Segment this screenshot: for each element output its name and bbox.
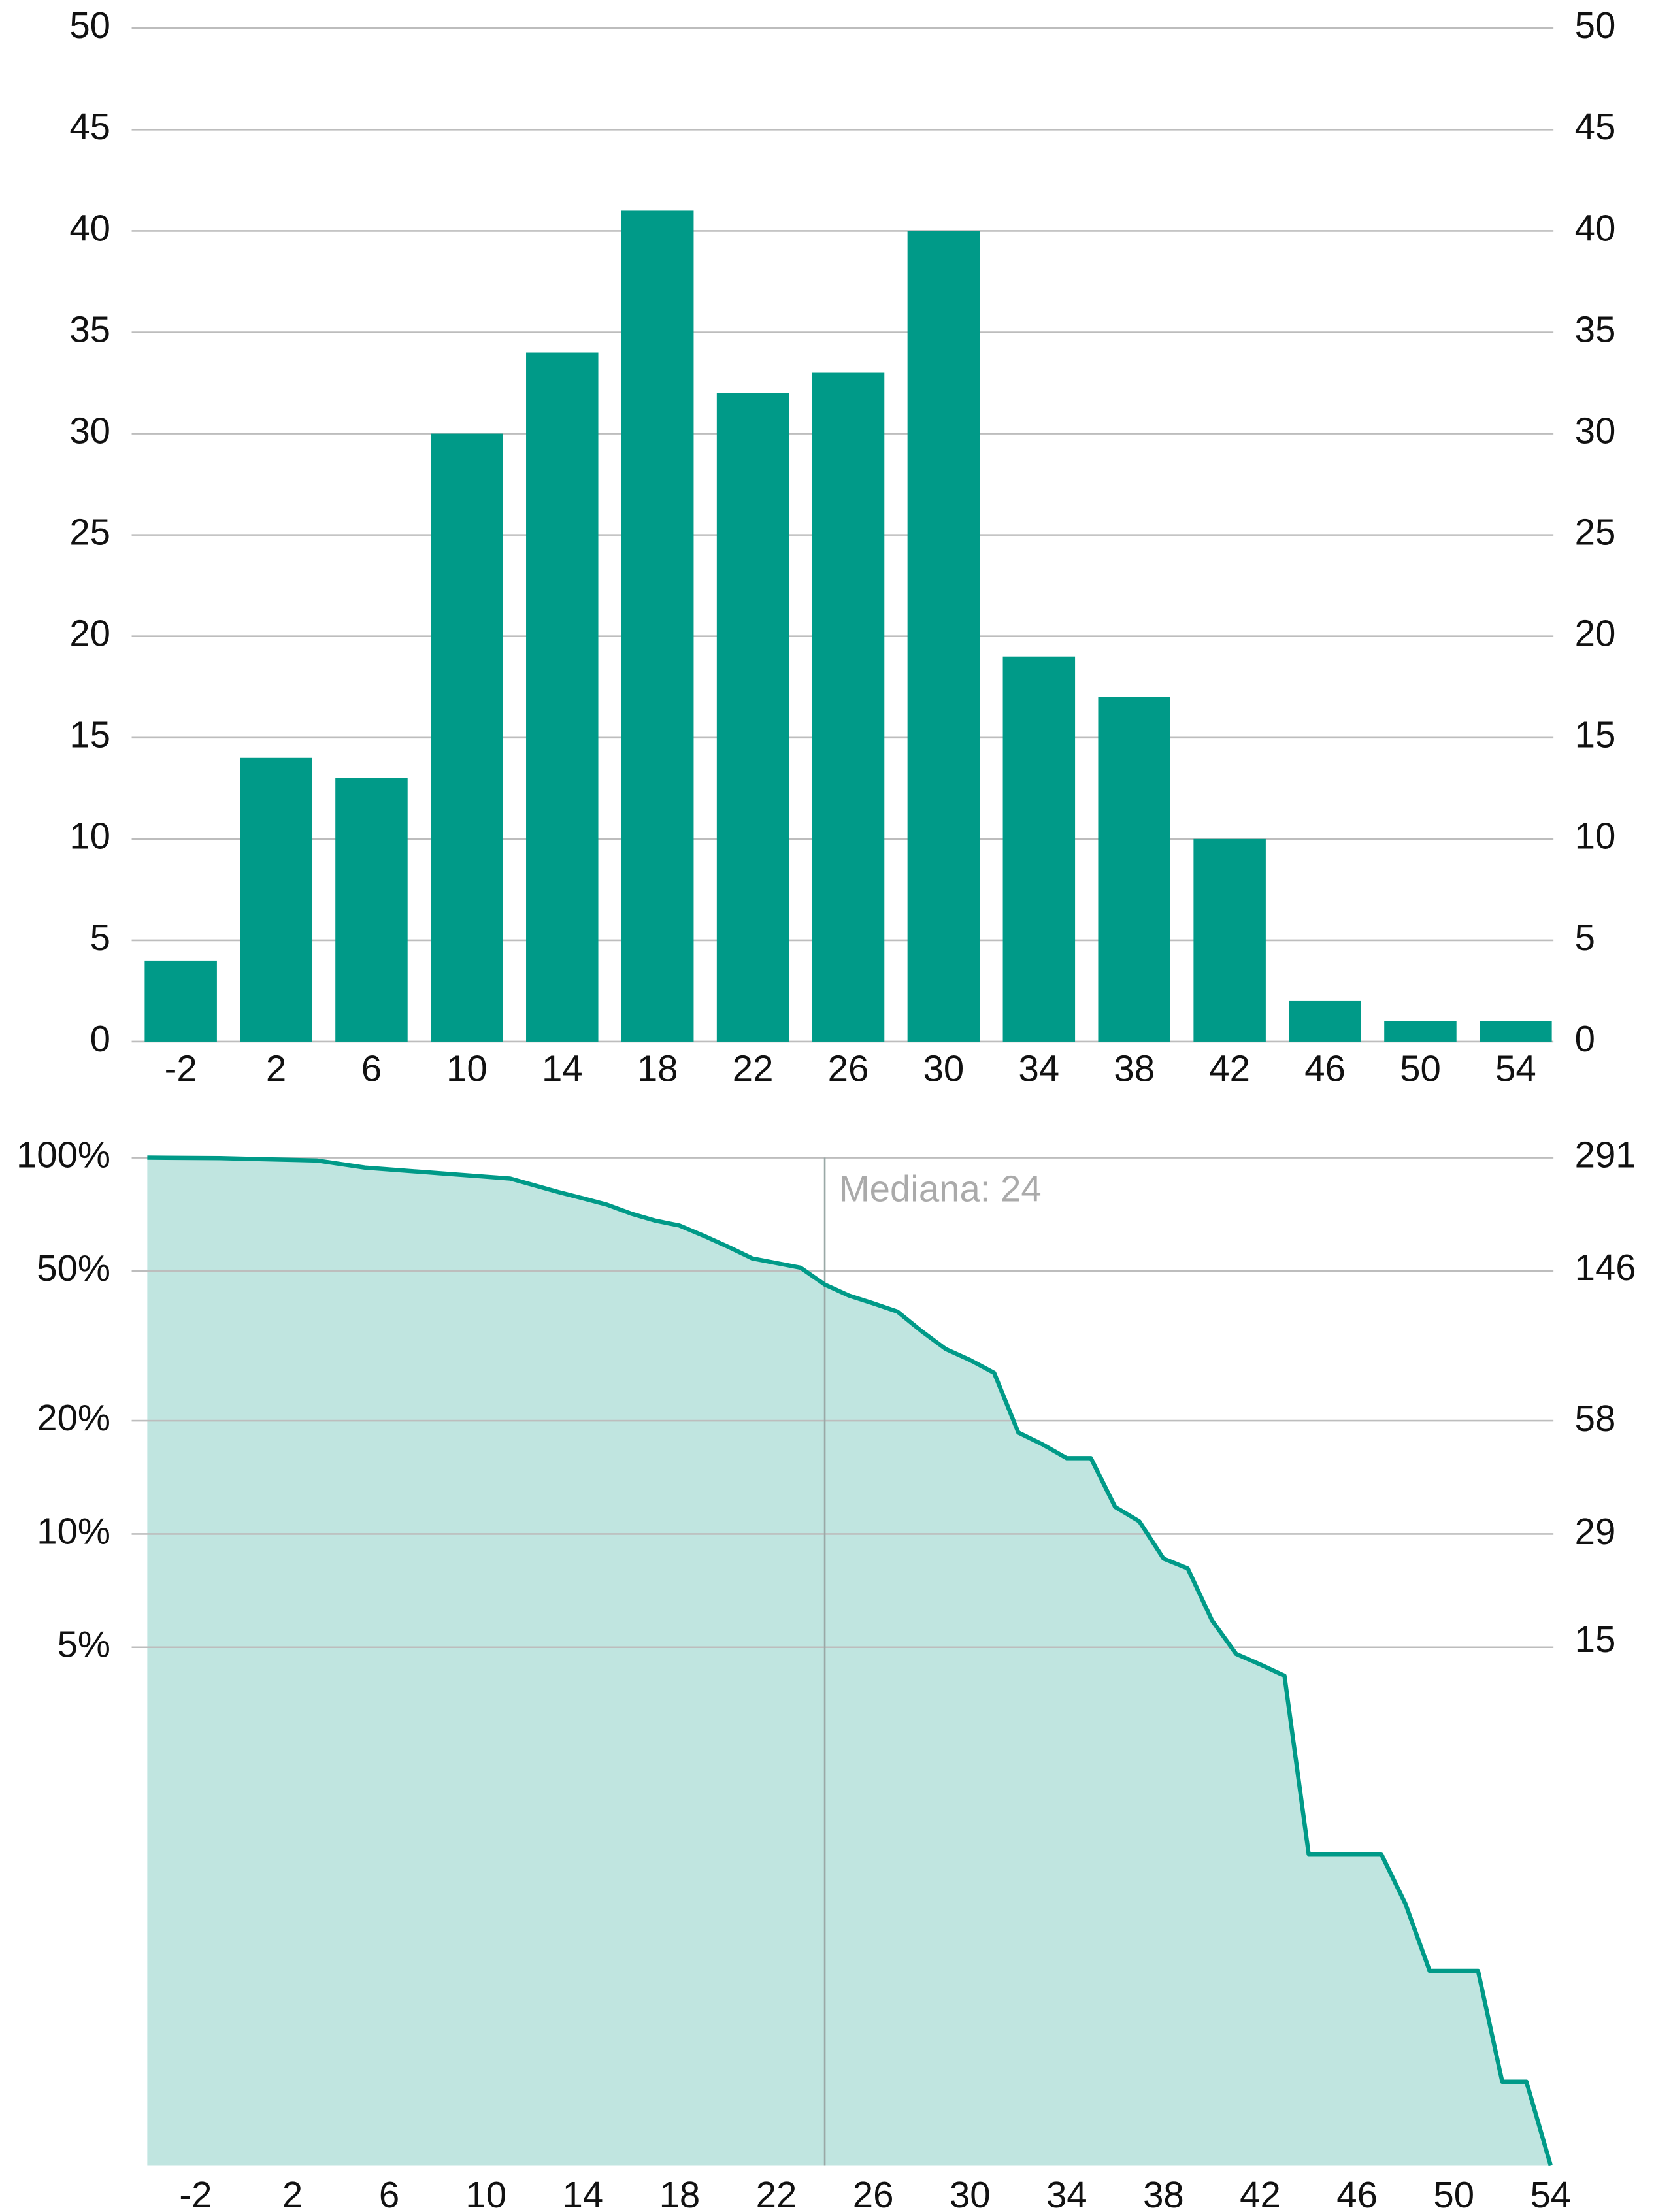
bar [1002,656,1076,1042]
line [147,1155,1553,2166]
x-tick-label: 42 [1240,2174,1281,2212]
x-tick-label: -2 [165,1048,197,1089]
x-tick-label: 18 [637,1048,678,1089]
y-tick-label: 50% [37,1247,110,1289]
x-tick-label: 6 [379,2174,399,2212]
bar [1384,1021,1457,1042]
y2-tick-label: 35 [1575,308,1616,350]
x-tick-label: 30 [950,2174,991,2212]
y2-tick-label: 40 [1575,207,1616,248]
bar [907,231,980,1042]
bar [240,757,312,1042]
median-label: Mediana: 24 [839,1168,1042,1209]
y2-tick-label: 50 [1575,5,1616,46]
y2-tick-label: 45 [1575,106,1616,147]
x-tick-label: 10 [465,2174,506,2212]
x-tick-label: 2 [282,2174,303,2212]
y2-tick-label: 0 [1575,1018,1595,1059]
y2-tick-label: 25 [1575,512,1616,553]
y2-tick-label: 58 [1575,1398,1616,1439]
y2-tick-label: 15 [1575,1619,1616,1660]
y-tick-label: 100% [16,1134,110,1175]
y2-tick-label: 15 [1575,714,1616,755]
y-tick-label: 20 [69,613,110,654]
x-tick-label: 46 [1336,2174,1378,2212]
bar [1289,1000,1361,1042]
y2-tick-label: 30 [1575,410,1616,451]
x-tick-label: 50 [1400,1048,1441,1089]
x-tick-label: 54 [1495,1048,1536,1089]
bar [1193,838,1266,1042]
y-tick-label: 15 [69,714,110,755]
x-tick-label: 22 [733,1048,774,1089]
x-tick-label: 10 [446,1048,488,1089]
bar [812,372,885,1042]
x-tick-label: 14 [542,1048,583,1089]
x-tick-label: 6 [361,1048,382,1089]
x-tick-label: 26 [853,2174,894,2212]
x-tick-label: 22 [756,2174,797,2212]
y-tick-label: 45 [69,106,110,147]
y-tick-label: 25 [69,512,110,553]
y2-tick-label: 5 [1575,917,1595,958]
x-tick-label: 18 [659,2174,701,2212]
bar [1098,697,1170,1042]
y2-tick-label: 291 [1575,1134,1636,1175]
x-tick-label: 2 [266,1048,286,1089]
y-tick-label: 5 [90,917,110,958]
y-tick-label: 30 [69,410,110,451]
y2-tick-label: 10 [1575,816,1616,857]
x-tick-label: 26 [828,1048,869,1089]
y2-tick-label: 146 [1575,1247,1636,1288]
y-tick-label: 10% [37,1510,110,1551]
x-tick-label: 34 [1018,1048,1059,1089]
x-tick-label: 38 [1114,1048,1155,1089]
bar [335,778,408,1042]
x-tick-label: 50 [1433,2174,1474,2212]
y-tick-label: 5% [58,1624,110,1665]
bar [716,393,789,1042]
x-tick-label: 54 [1530,2174,1571,2212]
bar [1480,1021,1552,1042]
y2-tick-label: 29 [1575,1511,1616,1552]
bar [621,210,694,1042]
x-tick-label: 14 [562,2174,603,2212]
y-tick-label: 50 [69,5,110,46]
bar [144,960,217,1042]
x-tick-label: 38 [1143,2174,1184,2212]
x-tick-label: 42 [1209,1048,1250,1089]
x-tick-label: 30 [923,1048,965,1089]
x-tick-label: 46 [1304,1048,1346,1089]
y-tick-label: 40 [69,207,110,248]
y-tick-label: 20% [37,1397,110,1438]
area [147,1157,1551,2166]
x-tick-label: -2 [179,2174,212,2212]
bar [431,433,503,1042]
x-tick-label: 34 [1046,2174,1087,2212]
y-tick-label: 0 [90,1018,110,1059]
y-tick-label: 10 [69,816,110,857]
y-tick-label: 35 [69,308,110,350]
bar [526,352,599,1042]
y2-tick-label: 20 [1575,613,1616,654]
